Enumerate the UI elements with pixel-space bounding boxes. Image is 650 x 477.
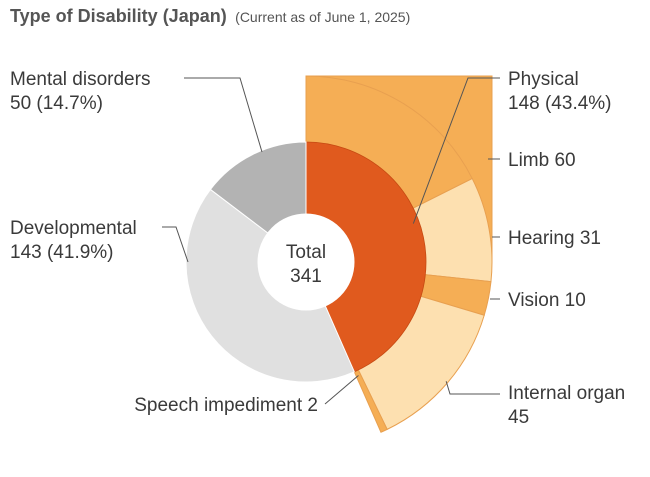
developmental-leader: [162, 226, 189, 263]
center-total-label: Total: [286, 242, 326, 263]
mental-disorders-label-text: Mental disorders: [10, 69, 150, 90]
internal-organ-leader: [445, 381, 500, 395]
center-total-value: 341: [290, 266, 322, 287]
physical-label-value: 148 (43.4%): [508, 93, 612, 114]
speech-impediment-label-text: Speech impediment 2: [134, 395, 318, 416]
physical-label-text: Physical: [508, 69, 579, 90]
chart-title-bar: Type of Disability (Japan) (Current as o…: [10, 6, 410, 27]
speech-impediment-leader: [324, 375, 359, 405]
chart-subtitle: (Current as of June 1, 2025): [235, 9, 411, 25]
hearing-label-text: Hearing 31: [508, 228, 601, 249]
physical-leader: [412, 77, 500, 224]
physical-slice: [305, 141, 427, 373]
internal-organ-label-text: Internal organ: [508, 383, 625, 404]
mental-disorders-leader: [184, 77, 263, 153]
center-hole: [257, 213, 355, 311]
developmental-label-text: Developmental: [10, 218, 137, 239]
internal-organ-label-value: 45: [508, 407, 529, 428]
chart-title: Type of Disability (Japan): [10, 6, 227, 26]
mental-disorders-label-value: 50 (14.7%): [10, 93, 103, 114]
developmental-label-value: 143 (41.9%): [10, 242, 114, 263]
limb-label-text: Limb 60: [508, 150, 576, 171]
vision-label-text: Vision 10: [508, 290, 586, 311]
